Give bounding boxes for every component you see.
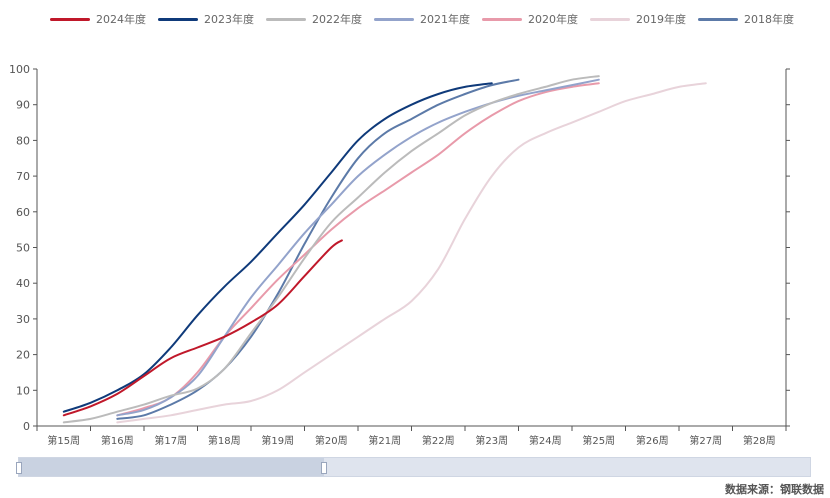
y-tick-label: 40 xyxy=(16,277,30,290)
zoom-handle-right[interactable] xyxy=(321,462,327,474)
series-line-2022年度 xyxy=(62,75,600,424)
series-line-2023年度 xyxy=(62,82,493,413)
legend-item[interactable]: 2019年度 xyxy=(590,11,686,27)
legend-label: 2024年度 xyxy=(96,13,146,26)
x-tick-label: 第23周 xyxy=(475,434,508,447)
legend-label: 2020年度 xyxy=(528,13,578,26)
series-line-2024年度 xyxy=(62,239,343,417)
legend-item[interactable]: 2024年度 xyxy=(50,11,146,27)
x-tick-label: 第28周 xyxy=(743,434,776,447)
x-tick-label: 第27周 xyxy=(689,434,722,447)
x-tick-label: 第21周 xyxy=(368,434,401,447)
x-tick-label: 第24周 xyxy=(529,434,562,447)
x-tick-label: 第15周 xyxy=(47,434,80,447)
legend-label: 2019年度 xyxy=(636,13,686,26)
source-note: 数据来源：钢联数据 xyxy=(725,483,824,496)
x-tick-label: 第16周 xyxy=(101,434,134,447)
legend-label: 2022年度 xyxy=(312,13,362,26)
y-tick-label: 80 xyxy=(16,134,30,147)
legend-item[interactable]: 2018年度 xyxy=(698,11,794,27)
y-tick-label: 60 xyxy=(16,206,30,219)
y-tick-label: 20 xyxy=(16,349,30,362)
series-line-2018年度 xyxy=(116,78,520,420)
y-tick-label: 10 xyxy=(16,384,30,397)
x-tick-label: 第18周 xyxy=(208,434,241,447)
x-tick-label: 第19周 xyxy=(261,434,294,447)
zoom-handle-left[interactable] xyxy=(16,462,22,474)
legend-item[interactable]: 2022年度 xyxy=(266,11,362,27)
y-tick-label: 70 xyxy=(16,170,30,183)
legend-swatch xyxy=(482,17,522,21)
x-tick-label: 第17周 xyxy=(154,434,187,447)
legend-swatch xyxy=(50,17,90,21)
series-line-2019年度 xyxy=(116,82,707,424)
x-tick-label: 第20周 xyxy=(315,434,348,447)
legend-item[interactable]: 2021年度 xyxy=(374,11,470,27)
legend: 2024年度 2023年度 2022年度 2021年度 2020年度 2019年度 2018… xyxy=(50,9,806,29)
y-tick-label: 50 xyxy=(16,242,30,255)
series-line-2021年度 xyxy=(116,78,600,417)
series-line-2020年度 xyxy=(116,82,600,417)
y-tick-label: 30 xyxy=(16,313,30,326)
y-tick-label: 90 xyxy=(16,99,30,112)
legend-swatch xyxy=(590,17,630,21)
legend-swatch xyxy=(374,17,414,21)
legend-swatch xyxy=(158,17,198,21)
legend-label: 2018年度 xyxy=(744,13,794,26)
x-tick-label: 第26周 xyxy=(636,434,669,447)
plot-area: 0 10 20 30 40 50 60 70 80 90 100 第15周 第16周 第17周 第18周 第1… xyxy=(9,63,790,447)
legend-label: 2023年度 xyxy=(204,13,254,26)
y-tick-label: 0 xyxy=(23,420,30,433)
legend-swatch xyxy=(266,17,306,21)
legend-item[interactable]: 2020年度 xyxy=(482,11,578,27)
zoom-slider[interactable] xyxy=(16,457,811,477)
x-tick-label: 第25周 xyxy=(582,434,615,447)
legend-label: 2021年度 xyxy=(420,13,470,26)
x-tick-label: 第22周 xyxy=(422,434,455,447)
y-tick-label: 100 xyxy=(9,63,30,76)
legend-item[interactable]: 2023年度 xyxy=(158,11,254,27)
legend-swatch xyxy=(698,17,738,21)
zoom-window[interactable] xyxy=(19,458,324,476)
